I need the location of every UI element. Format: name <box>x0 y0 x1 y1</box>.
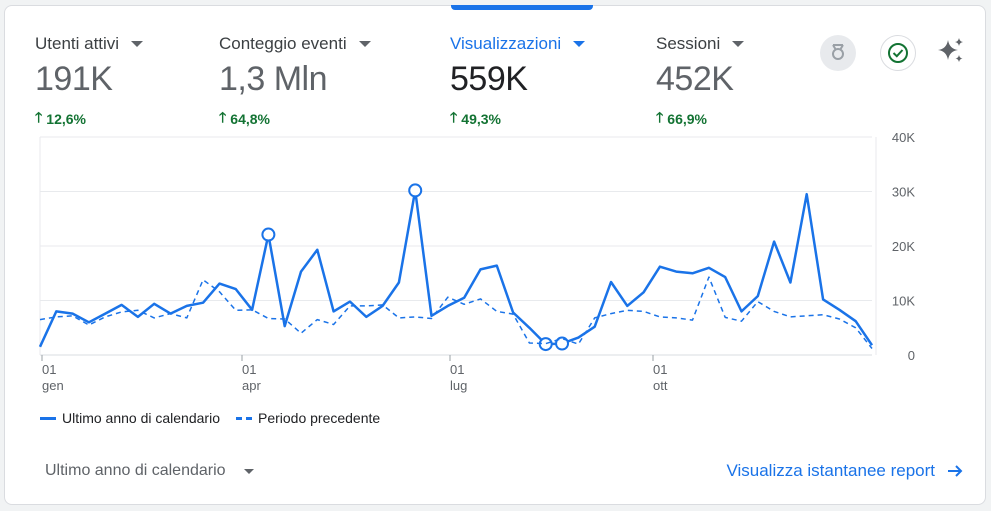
x-tick-day: 01 <box>42 362 56 377</box>
data-point-marker <box>408 183 423 198</box>
arrow-up-icon: 🡑 <box>656 109 664 125</box>
view-report-snapshot-link[interactable]: Visualizza istantanee report <box>726 461 963 481</box>
y-tick-label: 20K <box>892 239 915 254</box>
metric-value: 191K <box>35 60 113 98</box>
arrow-right-icon <box>948 465 963 477</box>
caret-down-icon <box>573 41 586 47</box>
date-range-label: Ultimo anno di calendario <box>45 462 226 479</box>
caret-down-icon <box>358 41 371 47</box>
x-tick-day: 01 <box>450 362 464 377</box>
metric-sessioni[interactable]: Sessioni 452K 🡑 66,9% <box>656 34 745 131</box>
x-tick-day: 01 <box>242 362 256 377</box>
active-tab-indicator <box>451 5 593 10</box>
x-tick-month: gen <box>42 378 64 393</box>
metric-value: 1,3 Mln <box>219 60 327 98</box>
metric-label[interactable]: Utenti attivi <box>35 34 144 54</box>
date-range-dropdown[interactable]: Ultimo anno di calendario <box>45 462 254 480</box>
sparkle-icon[interactable] <box>933 33 969 69</box>
metric-value: 559K <box>450 60 528 98</box>
metric-label[interactable]: Visualizzazioni <box>450 34 586 54</box>
metric-utenti-attivi[interactable]: Utenti attivi 191K 🡑 12,6% <box>35 34 144 131</box>
chart-legend: Ultimo anno di calendario Periodo preced… <box>40 410 380 426</box>
report-link-label: Visualizza istantanee report <box>726 461 935 480</box>
metric-label[interactable]: Conteggio eventi <box>219 34 371 54</box>
caret-down-icon <box>131 41 144 47</box>
series-line-current <box>38 189 874 348</box>
arrow-up-icon: 🡑 <box>219 109 227 125</box>
data-point-marker <box>261 227 276 242</box>
caret-down-icon <box>243 468 254 474</box>
series-line-previous <box>39 276 873 349</box>
metric-visualizzazioni[interactable]: Visualizzazioni 559K 🡑 49,3% <box>450 34 586 131</box>
legend-item-current: Ultimo anno di calendario <box>40 410 220 426</box>
arrow-up-icon: 🡑 <box>450 109 458 125</box>
caret-down-icon <box>732 41 745 47</box>
metric-conteggio-eventi[interactable]: Conteggio eventi 1,3 Mln 🡑 64,8% <box>219 34 371 131</box>
metric-delta: 🡑 66,9% <box>656 107 744 131</box>
report-card <box>4 5 986 505</box>
arrow-up-icon: 🡑 <box>35 109 43 125</box>
x-tick-month: apr <box>242 378 261 393</box>
check-circle-icon[interactable] <box>880 35 916 71</box>
metric-delta: 🡑 49,3% <box>450 107 585 131</box>
legend-solid-swatch <box>40 416 56 420</box>
metric-label[interactable]: Sessioni <box>656 34 745 54</box>
y-tick-label: 40K <box>892 130 915 145</box>
y-tick-label: 30K <box>892 185 915 200</box>
x-tick-month: ott <box>653 378 668 393</box>
y-tick-label: 0 <box>908 348 915 363</box>
legend-item-previous: Periodo precedente <box>235 410 380 426</box>
x-tick-day: 01 <box>653 362 667 377</box>
insights-award-icon[interactable] <box>820 35 856 71</box>
metric-delta: 🡑 64,8% <box>219 107 371 131</box>
metric-value: 452K <box>656 60 734 98</box>
legend-dashed-swatch <box>235 416 252 420</box>
data-point-marker <box>555 336 570 351</box>
x-tick-month: lug <box>450 378 467 393</box>
y-tick-label: 10K <box>892 294 915 309</box>
metric-delta: 🡑 12,6% <box>35 107 143 131</box>
